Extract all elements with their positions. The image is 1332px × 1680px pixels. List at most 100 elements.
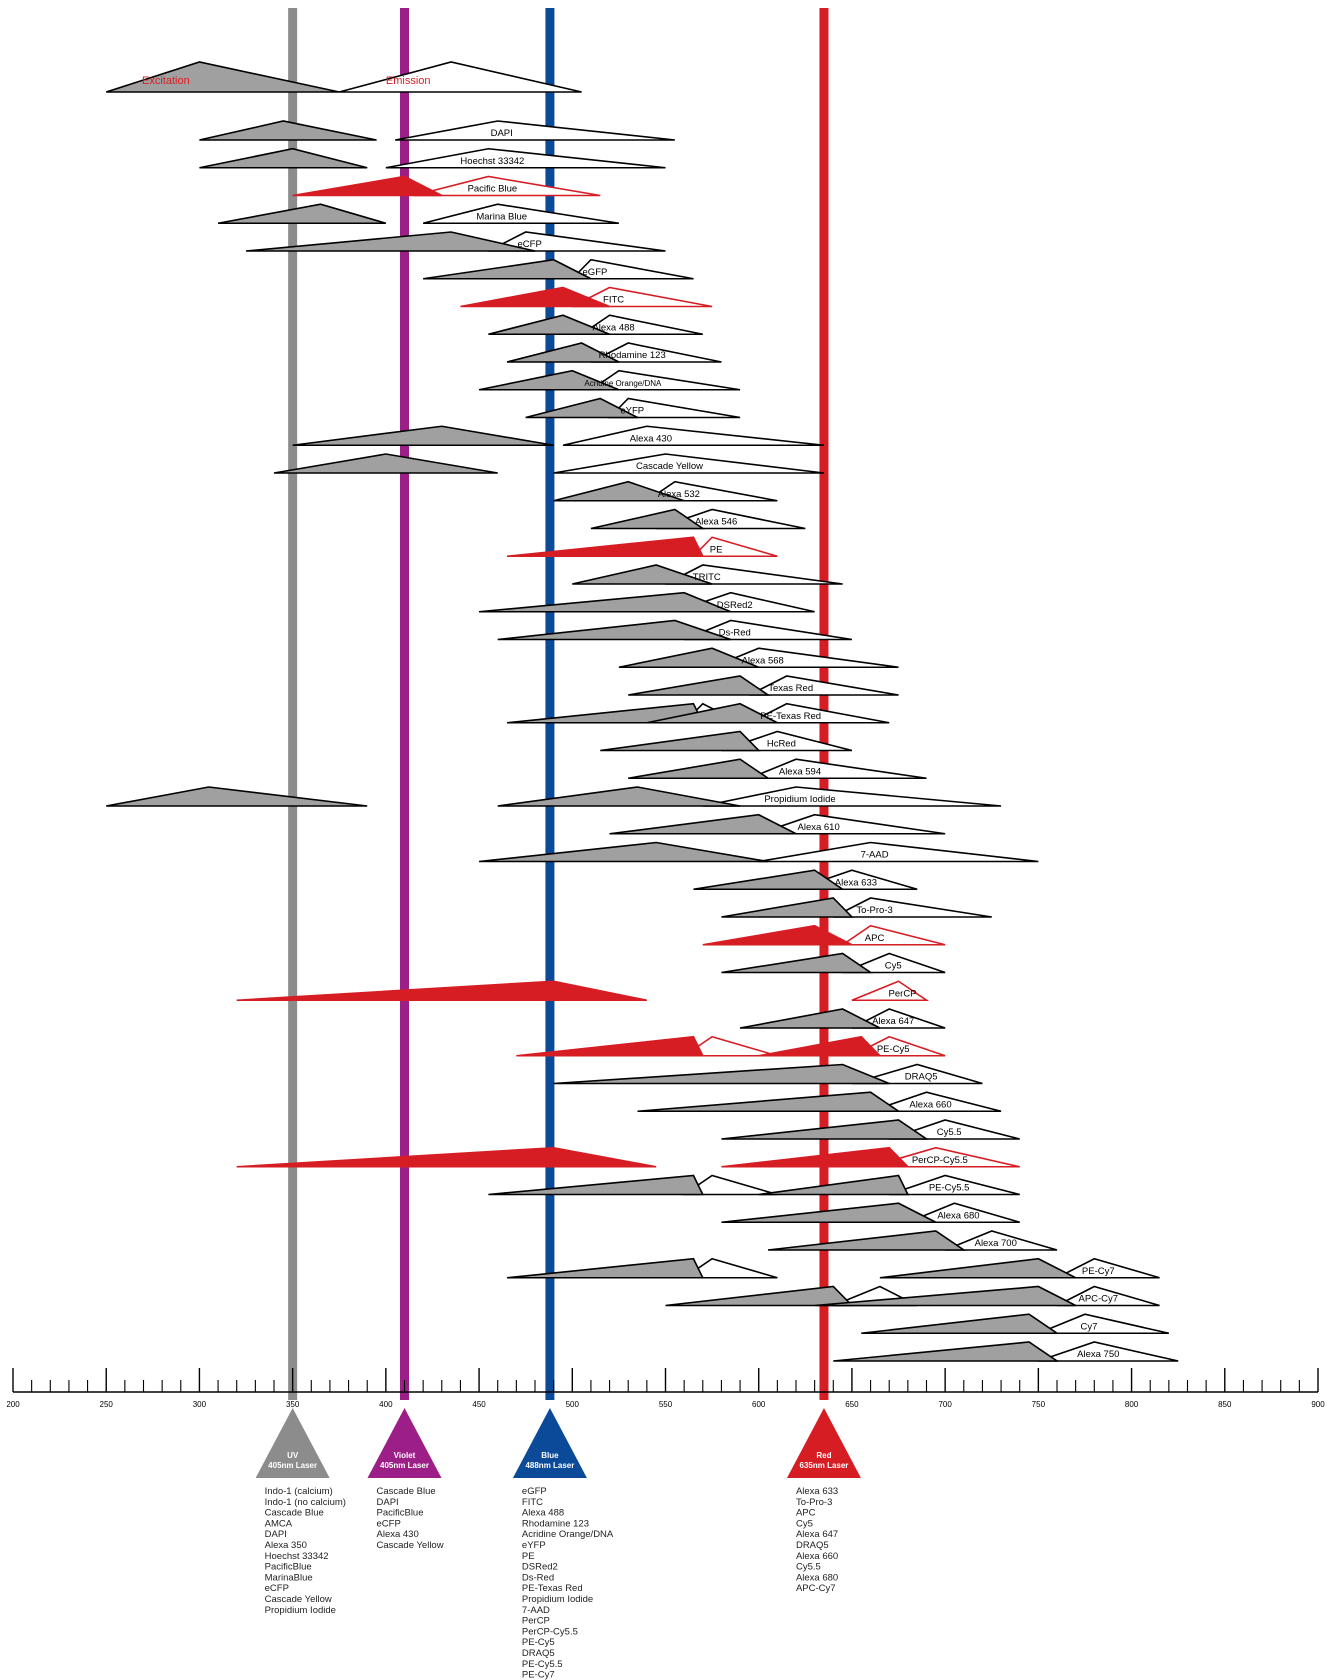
laser-dye-list-item: Cascade Yellow	[265, 1594, 332, 1605]
tick-label: 600	[752, 1400, 766, 1409]
tick-label: 800	[1125, 1400, 1139, 1409]
dye-label: eCFP	[518, 239, 542, 250]
laser-dye-list-item: FITC	[522, 1497, 543, 1508]
laser-dye-list-item: PE-Texas Red	[522, 1583, 583, 1594]
legend: Excitation Emission	[105, 61, 582, 93]
laser-dye-list-item: Alexa 488	[522, 1508, 564, 1519]
excitation-triangle	[245, 231, 536, 252]
laser-dye-list-item: PerCP	[522, 1616, 550, 1627]
dye-label: Alexa 532	[658, 489, 700, 500]
tick-label: 700	[938, 1400, 952, 1409]
laser-dye-list-item: eCFP	[377, 1518, 401, 1529]
excitation-triangle	[609, 813, 797, 835]
emission-triangle	[683, 619, 853, 641]
excitation-triangle	[693, 869, 846, 891]
laser-triangle-uv	[255, 1408, 330, 1478]
dye-row: DAPI	[199, 120, 675, 141]
dye-label: PE-Cy5	[877, 1044, 910, 1055]
laser-name: Blue	[541, 1451, 559, 1460]
emission-triangle	[749, 675, 899, 696]
dye-spectra: DAPI Hoechst 33342 Pacific Blue Marina Blue…	[106, 120, 1179, 1362]
dye-row: PE-Texas Red	[506, 702, 890, 724]
excitation-triangle	[665, 1285, 854, 1307]
emission-triangle	[413, 175, 601, 197]
excitation-triangle	[506, 1257, 705, 1279]
dye-label: Alexa 430	[630, 433, 672, 444]
excitation-triangle	[628, 675, 771, 696]
dye-row: Alexa 594	[628, 758, 927, 780]
dye-label: DSRed2	[717, 600, 753, 611]
dye-row: DRAQ5	[553, 1063, 983, 1085]
dye-row: PE	[506, 536, 778, 558]
dye-row: Texas Red	[628, 675, 899, 696]
excitation-triangle	[506, 536, 705, 558]
excitation-triangle	[236, 1146, 657, 1168]
emission-triangle	[1056, 1257, 1160, 1279]
excitation-triangle	[590, 508, 706, 530]
excitation-triangle	[217, 203, 387, 225]
emission-triangle	[488, 231, 666, 252]
laser-dye-list-item: PE-Cy5	[522, 1637, 555, 1648]
emission-triangle	[944, 1230, 1058, 1251]
emission-triangle	[590, 342, 722, 363]
emission-triangle	[758, 813, 946, 835]
excitation-triangle	[758, 1035, 882, 1057]
excitation-triangle	[721, 897, 854, 918]
excitation-triangle	[525, 397, 638, 419]
laser-dye-list-item: PacificBlue	[265, 1562, 312, 1573]
emission-triangle	[832, 897, 992, 918]
tick-label: 500	[566, 1400, 580, 1409]
dye-label: Cy5.5	[937, 1127, 962, 1138]
dye-label: PE	[710, 544, 723, 555]
laser-dye-list-item: PacificBlue	[377, 1508, 424, 1519]
dye-row: FITC	[460, 286, 713, 308]
laser-dye-list-item: Hoechst 33342	[265, 1551, 329, 1562]
dye-label: Rhodamine 123	[599, 350, 666, 361]
dye-row: eGFP	[423, 258, 694, 280]
dye-row: Alexa 430	[292, 425, 825, 447]
dye-row: Hoechst 33342	[199, 147, 666, 169]
dye-row: Marina Blue	[217, 203, 620, 225]
laser-name: Violet	[394, 1451, 416, 1460]
laser-dye-list-item: Cascade Blue	[377, 1486, 436, 1497]
dye-row: Alexa 647	[739, 1008, 946, 1029]
laser-dye-list-item: eYFP	[522, 1540, 546, 1551]
laser-triangle-red	[786, 1408, 861, 1478]
excitation-triangle	[478, 841, 769, 863]
excitation-triangle	[199, 147, 368, 169]
laser-wavelength: 488nm Laser	[525, 1461, 574, 1470]
dye-label: Texas Red	[768, 683, 813, 694]
emission-triangle	[758, 841, 1039, 863]
excitation-triangle	[488, 314, 610, 336]
dye-row: Acridine Orange/DNA	[478, 369, 741, 391]
excitation-triangle	[478, 369, 620, 391]
dye-label: Alexa 610	[798, 822, 840, 833]
laser-dye-list-item: APC-Cy7	[796, 1583, 836, 1594]
dye-row: Alexa 568	[618, 647, 899, 669]
tick-label: 300	[193, 1400, 207, 1409]
dye-label: Alexa 647	[872, 1016, 914, 1027]
emission-triangle	[842, 952, 946, 974]
dye-row: Alexa 532	[553, 480, 778, 502]
laser-name: UV	[287, 1451, 299, 1460]
dye-row: Alexa 700	[767, 1230, 1058, 1251]
dye-label: HcRed	[767, 739, 796, 750]
dye-label: Cy5	[885, 961, 902, 972]
laser-dye-list-item: Cascade Yellow	[377, 1540, 444, 1551]
laser-dye-list-item: Cy5.5	[796, 1562, 821, 1573]
dye-label: Alexa 750	[1077, 1349, 1119, 1360]
dye-row: Cy5	[721, 952, 946, 974]
dye-row: Pacific Blue	[292, 175, 601, 197]
tick-label: 650	[845, 1400, 859, 1409]
emission-triangle	[570, 258, 694, 280]
tick-label: 250	[100, 1400, 114, 1409]
dye-row: Propidium Iodide	[106, 786, 1002, 807]
dye-label: Alexa 680	[937, 1210, 979, 1221]
dye-label: Alexa 594	[779, 766, 821, 777]
emission-triangle	[870, 1146, 1020, 1168]
laser-dye-list-item: Rhodamine 123	[522, 1518, 589, 1529]
laser-dye-list-item: Ds-Red	[522, 1572, 554, 1583]
emission-triangle	[840, 924, 946, 946]
emission-triangle	[395, 120, 675, 141]
laser-dye-list-item: APC	[796, 1508, 816, 1519]
